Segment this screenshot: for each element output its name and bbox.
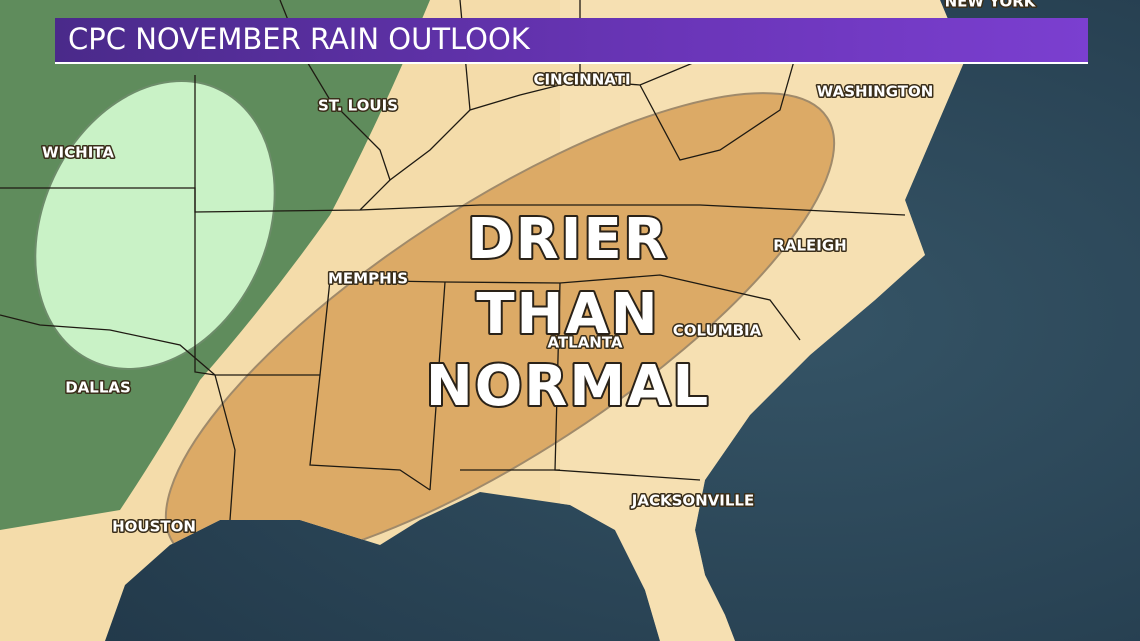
border — [214, 374, 560, 521]
labels: NEW YORK CINCINNATI WASHINGTON ST. LOUIS WIC… — [41, 0, 1039, 537]
city-label: ST. LOUIS — [318, 97, 398, 115]
title: CPC NOVEMBER RAIN OUTLOOK — [68, 22, 531, 56]
state-borders — [0, 0, 906, 521]
city-label: DALLAS — [65, 379, 131, 397]
city-label: MEMPHIS — [328, 270, 408, 288]
city-label: COLUMBIA — [673, 322, 762, 340]
city-label: RALEIGH — [773, 237, 846, 255]
border — [329, 274, 801, 341]
city-label: NEW YORK — [945, 0, 1037, 11]
city-label: HOUSTON — [112, 518, 196, 536]
city-label: ATLANTA — [547, 334, 622, 352]
border — [194, 75, 320, 376]
title-rule — [55, 62, 1088, 64]
city-label: CINCINNATI — [533, 71, 630, 89]
outlook-label: THAN — [476, 282, 659, 347]
city-label: JACKSONVILLE — [631, 492, 754, 510]
border — [309, 279, 431, 491]
city-label: WICHITA — [42, 144, 114, 162]
drier-region — [164, 92, 836, 568]
border — [0, 314, 216, 376]
city-label: WASHINGTON — [817, 83, 934, 101]
outlook-label: NORMAL — [426, 354, 710, 419]
wetter-region — [34, 80, 276, 370]
border — [639, 39, 801, 161]
title-bar — [55, 18, 1088, 62]
outlook-label: DRIER — [467, 207, 669, 272]
